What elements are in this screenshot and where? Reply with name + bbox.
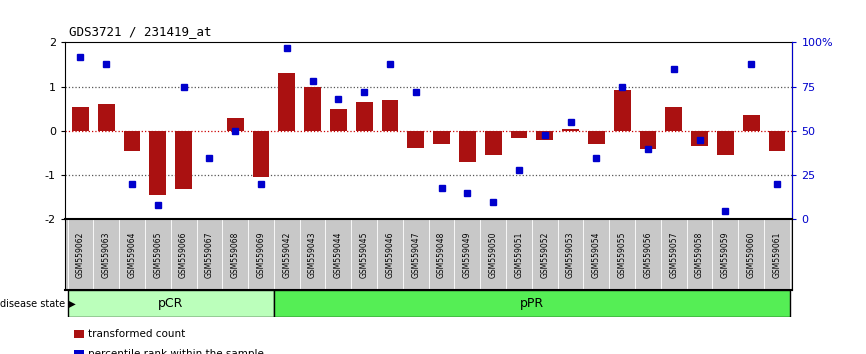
Text: disease state ▶: disease state ▶: [0, 298, 75, 309]
Text: GSM559043: GSM559043: [308, 232, 317, 278]
Bar: [407, 131, 424, 148]
Bar: [274, 290, 790, 317]
Text: GSM559067: GSM559067: [205, 232, 214, 278]
Bar: [717, 131, 734, 155]
Text: GSM559060: GSM559060: [746, 232, 756, 278]
Text: pPR: pPR: [520, 297, 544, 310]
Bar: [68, 290, 274, 317]
Text: percentile rank within the sample: percentile rank within the sample: [88, 349, 264, 354]
Text: GSM559062: GSM559062: [76, 232, 85, 278]
Bar: [150, 131, 166, 195]
Bar: [330, 109, 346, 131]
Text: transformed count: transformed count: [88, 329, 185, 339]
Bar: [433, 131, 450, 144]
Text: pCR: pCR: [158, 297, 184, 310]
Text: GSM559044: GSM559044: [334, 232, 343, 278]
Bar: [536, 131, 553, 140]
Text: GSM559050: GSM559050: [488, 232, 498, 278]
Bar: [640, 131, 656, 149]
Text: GSM559057: GSM559057: [669, 232, 678, 278]
Text: GSM559052: GSM559052: [540, 232, 549, 278]
Text: GSM559065: GSM559065: [153, 232, 162, 278]
Bar: [511, 131, 527, 138]
Text: GSM559064: GSM559064: [127, 232, 137, 278]
Bar: [614, 90, 630, 131]
Text: GSM559063: GSM559063: [101, 232, 111, 278]
Bar: [72, 107, 89, 131]
Text: GDS3721 / 231419_at: GDS3721 / 231419_at: [69, 25, 212, 38]
Text: GSM559055: GSM559055: [617, 232, 627, 278]
Text: GSM559059: GSM559059: [721, 232, 730, 278]
Text: GSM559049: GSM559049: [462, 232, 472, 278]
Text: GSM559053: GSM559053: [566, 232, 575, 278]
Bar: [227, 118, 243, 131]
Text: GSM559056: GSM559056: [643, 232, 652, 278]
Text: GSM559045: GSM559045: [359, 232, 369, 278]
Bar: [691, 131, 708, 147]
Text: GSM559042: GSM559042: [282, 232, 291, 278]
Text: GSM559054: GSM559054: [591, 232, 601, 278]
Text: GSM559066: GSM559066: [179, 232, 188, 278]
Bar: [382, 100, 398, 131]
Bar: [485, 131, 501, 155]
Bar: [175, 131, 192, 188]
Text: GSM559046: GSM559046: [385, 232, 395, 278]
Bar: [588, 131, 604, 144]
Bar: [768, 131, 785, 151]
Bar: [459, 131, 475, 162]
Bar: [665, 107, 682, 131]
Bar: [278, 74, 295, 131]
Bar: [124, 131, 140, 151]
Bar: [253, 131, 269, 177]
Bar: [562, 129, 579, 131]
Bar: [98, 104, 114, 131]
Text: GSM559061: GSM559061: [772, 232, 781, 278]
Bar: [356, 102, 372, 131]
Text: GSM559048: GSM559048: [437, 232, 446, 278]
Bar: [304, 87, 321, 131]
Text: GSM559058: GSM559058: [695, 232, 704, 278]
Text: GSM559047: GSM559047: [411, 232, 420, 278]
Text: GSM559051: GSM559051: [514, 232, 523, 278]
Text: GSM559068: GSM559068: [230, 232, 240, 278]
Bar: [743, 115, 759, 131]
Text: GSM559069: GSM559069: [256, 232, 266, 278]
